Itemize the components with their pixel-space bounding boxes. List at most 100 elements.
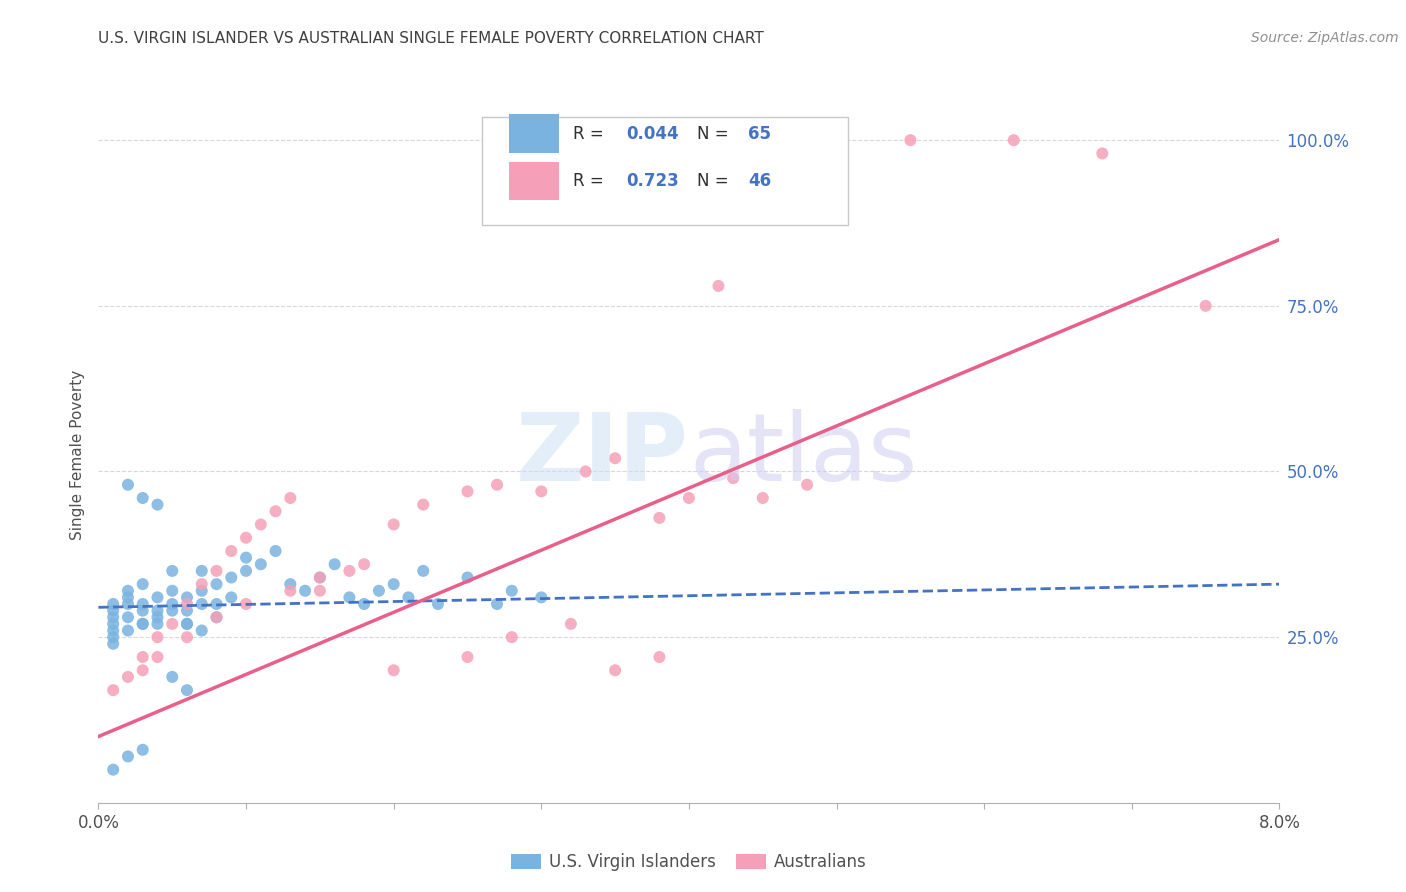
Point xyxy=(205,610,228,624)
Point xyxy=(456,650,478,665)
Point xyxy=(235,550,257,565)
Point xyxy=(721,471,744,485)
Point xyxy=(707,279,730,293)
Point xyxy=(117,670,139,684)
Point xyxy=(132,616,155,631)
Point xyxy=(191,564,214,578)
Point xyxy=(485,597,508,611)
Point xyxy=(103,604,124,618)
Point xyxy=(412,564,434,578)
Point xyxy=(176,616,198,631)
Point xyxy=(412,498,434,512)
Point xyxy=(176,630,198,644)
Point xyxy=(264,504,287,518)
Point xyxy=(205,577,228,591)
Text: N =: N = xyxy=(697,125,734,143)
Point xyxy=(162,616,183,631)
Point xyxy=(396,591,419,605)
Point xyxy=(176,597,198,611)
Text: 0.044: 0.044 xyxy=(626,125,679,143)
Point xyxy=(219,591,242,605)
Point xyxy=(176,591,198,605)
Point xyxy=(308,570,332,584)
Point xyxy=(103,616,124,631)
Point xyxy=(278,583,301,598)
Point xyxy=(235,531,257,545)
Text: 65: 65 xyxy=(748,125,770,143)
Point xyxy=(235,597,257,611)
Point xyxy=(146,591,169,605)
Point xyxy=(132,743,155,757)
Point xyxy=(132,650,155,665)
Point xyxy=(353,558,375,572)
Point xyxy=(146,650,169,665)
Point xyxy=(103,763,124,777)
Point xyxy=(191,577,214,591)
Point xyxy=(1002,133,1025,147)
Text: 46: 46 xyxy=(748,172,770,190)
Point xyxy=(337,564,360,578)
Point xyxy=(250,517,273,532)
Point xyxy=(796,477,818,491)
Point xyxy=(176,616,198,631)
Point xyxy=(294,583,316,598)
Point xyxy=(898,133,921,147)
Point xyxy=(382,663,405,677)
Point xyxy=(117,477,139,491)
Point xyxy=(132,597,155,611)
Text: R =: R = xyxy=(574,125,609,143)
Point xyxy=(103,624,124,638)
Point xyxy=(219,544,242,558)
Point xyxy=(103,637,124,651)
Point xyxy=(117,583,139,598)
Point xyxy=(162,583,183,598)
Point xyxy=(1091,146,1114,161)
Point xyxy=(530,484,553,499)
FancyBboxPatch shape xyxy=(509,114,560,153)
Point xyxy=(456,570,478,584)
Point xyxy=(530,591,553,605)
Point xyxy=(176,604,198,618)
Text: U.S. VIRGIN ISLANDER VS AUSTRALIAN SINGLE FEMALE POVERTY CORRELATION CHART: U.S. VIRGIN ISLANDER VS AUSTRALIAN SINGL… xyxy=(98,31,765,46)
Point xyxy=(132,663,155,677)
Point xyxy=(308,583,332,598)
Point xyxy=(146,610,169,624)
Point xyxy=(191,583,214,598)
Point xyxy=(382,577,405,591)
Point xyxy=(205,597,228,611)
Text: atlas: atlas xyxy=(689,409,917,501)
Point xyxy=(146,616,169,631)
Point xyxy=(574,465,596,479)
Point xyxy=(117,749,139,764)
Point xyxy=(103,683,124,698)
Point xyxy=(103,597,124,611)
Point xyxy=(382,517,405,532)
Point xyxy=(250,558,273,572)
Text: 0.723: 0.723 xyxy=(626,172,679,190)
Point xyxy=(648,511,671,525)
Text: R =: R = xyxy=(574,172,609,190)
Point xyxy=(132,491,155,505)
Point xyxy=(751,491,773,505)
Point xyxy=(162,564,183,578)
Point xyxy=(162,604,183,618)
Point xyxy=(117,610,139,624)
Point xyxy=(146,630,169,644)
Text: N =: N = xyxy=(697,172,734,190)
FancyBboxPatch shape xyxy=(509,161,560,200)
Point xyxy=(117,591,139,605)
Point xyxy=(605,663,627,677)
Point xyxy=(485,477,508,491)
Point xyxy=(219,570,242,584)
Point xyxy=(456,484,478,499)
Point xyxy=(278,491,301,505)
Point xyxy=(353,597,375,611)
Point xyxy=(501,583,523,598)
Legend: U.S. Virgin Islanders, Australians: U.S. Virgin Islanders, Australians xyxy=(505,847,873,878)
Point xyxy=(146,604,169,618)
Point xyxy=(678,491,700,505)
Point xyxy=(1194,299,1216,313)
Point xyxy=(132,577,155,591)
Point xyxy=(501,630,523,644)
Point xyxy=(146,498,169,512)
